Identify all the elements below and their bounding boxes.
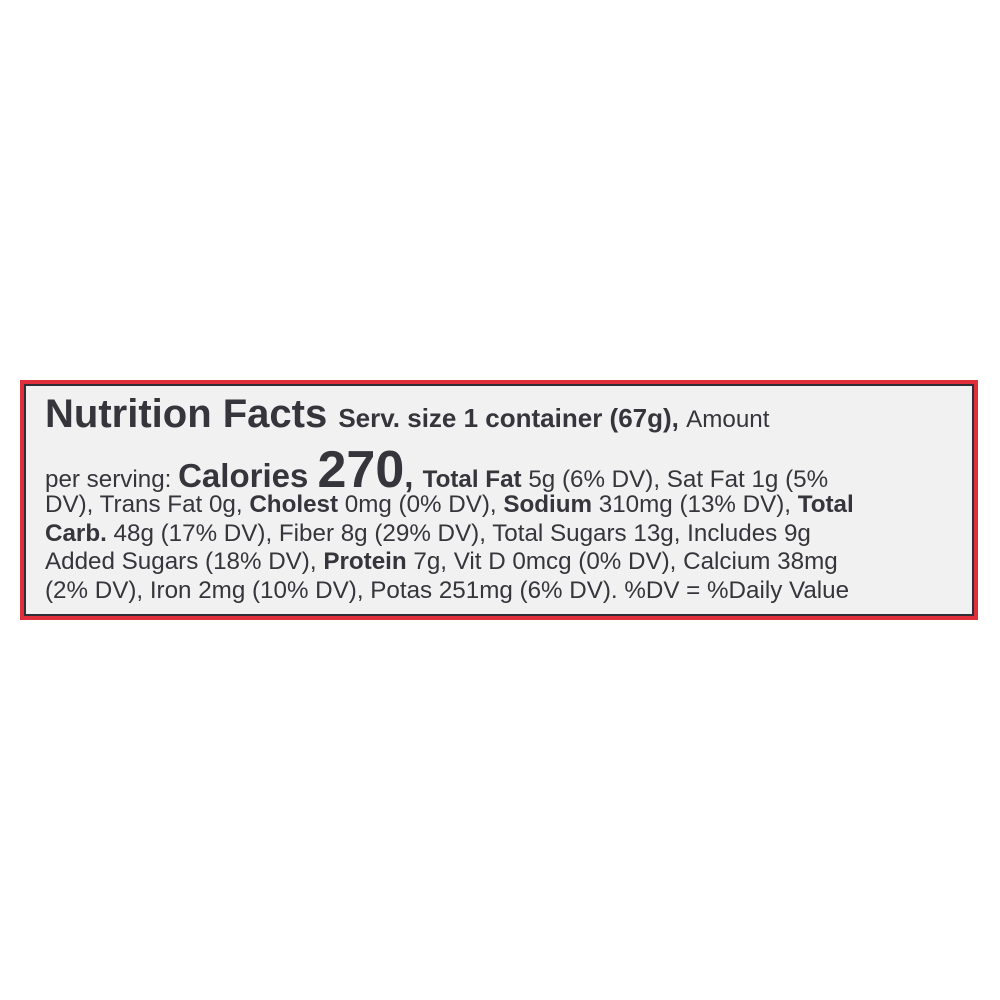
label-text: 7g, Vit D 0mcg (0% DV), Calcium 38mg <box>406 548 838 575</box>
label-heading-text: Nutrition Facts <box>45 392 339 436</box>
nutrition-facts-label: Nutrition Facts Serv. size 1 container (… <box>20 380 978 620</box>
label-text: Amount <box>686 406 770 433</box>
label-heading-text: , <box>404 457 423 494</box>
label-heading-text: Calories <box>178 457 318 494</box>
label-heading-text: Sodium <box>503 491 593 518</box>
label-text: 5g (6% DV), Sat Fat 1g (5% <box>521 466 829 493</box>
label-heading-text: Total <box>797 491 854 518</box>
label-line: Added Sugars (18% DV), Protein 7g, Vit D… <box>45 548 838 575</box>
label-heading-text: , <box>671 403 687 433</box>
label-heading-text: Cholest <box>249 491 339 518</box>
label-text: Added Sugars (18% DV), <box>45 548 324 575</box>
label-heading-text: Total Fat <box>422 466 522 493</box>
label-text: DV), Trans Fat 0g, <box>45 491 250 518</box>
label-heading-text: 270 <box>317 441 405 499</box>
label-heading-text: Protein <box>323 548 407 575</box>
label-text: per serving: <box>45 466 179 493</box>
label-heading-text: Carb. <box>45 520 107 547</box>
label-line: DV), Trans Fat 0g, Cholest 0mg (0% DV), … <box>45 491 854 518</box>
label-text: 48g (17% DV), Fiber 8g (29% DV), Total S… <box>106 520 811 547</box>
label-line: Nutrition Facts Serv. size 1 container (… <box>45 394 769 434</box>
label-line: (2% DV), Iron 2mg (10% DV), Potas 251mg … <box>45 577 850 604</box>
label-line: Carb. 48g (17% DV), Fiber 8g (29% DV), T… <box>45 520 811 547</box>
label-line: per serving: Calories 270, Total Fat 5g … <box>45 444 828 496</box>
label-text: 310mg (13% DV), <box>592 491 798 518</box>
label-text: 0mg (0% DV), <box>338 491 504 518</box>
label-heading-text: Serv. size 1 container (67g) <box>338 403 672 433</box>
label-text: (2% DV), Iron 2mg (10% DV), Potas 251mg … <box>45 577 850 604</box>
nutrition-facts-panel: Nutrition Facts Serv. size 1 container (… <box>24 384 974 616</box>
